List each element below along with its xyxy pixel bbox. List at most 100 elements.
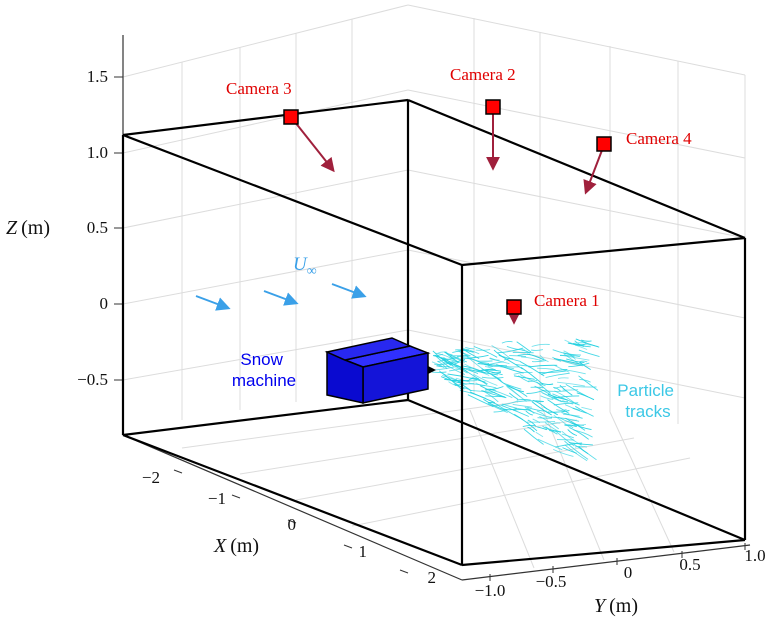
particle-track [561, 433, 574, 439]
x-tick-label: −2 [142, 468, 160, 487]
particle-track [516, 341, 532, 353]
measurement-volume-front-edges [122, 238, 747, 567]
particle-track [572, 407, 587, 414]
particle-track [462, 348, 474, 352]
particle-track [578, 375, 599, 391]
y-tick-label: 0.5 [679, 555, 700, 574]
camera-2: Camera 2 [450, 65, 516, 171]
particle-track [473, 346, 498, 358]
snow-machine-label: Snow machine [232, 350, 296, 390]
particle-track [554, 430, 575, 447]
particle-track [552, 356, 562, 362]
particle-track [482, 390, 499, 403]
particle-track [483, 368, 496, 371]
particle-track [578, 349, 600, 358]
particle-track [578, 360, 588, 363]
particle-track [455, 378, 472, 392]
particle-track [521, 356, 543, 362]
particle-track [477, 363, 508, 367]
particle-track [513, 413, 538, 432]
particle-track [466, 371, 488, 386]
particle-track [450, 362, 468, 373]
particle-track [527, 406, 547, 412]
particle-track [525, 410, 533, 416]
particle-track [501, 341, 513, 344]
particle-track [447, 373, 474, 380]
particle-track [516, 400, 544, 403]
particle-track [559, 355, 575, 357]
particle-track [523, 428, 544, 445]
particle-track [562, 352, 581, 356]
camera-4: Camera 4 [583, 129, 692, 195]
free-stream-velocity-label: U∞ [293, 254, 317, 279]
y-axis-title: Y (m) [594, 595, 638, 617]
particle-track [513, 408, 531, 411]
particle-track [572, 385, 597, 388]
particle-track [464, 363, 490, 376]
particle-track [539, 415, 559, 430]
x-tick-label: 2 [428, 568, 437, 587]
y-tick-label: −1.0 [475, 581, 506, 600]
particle-track [519, 374, 546, 387]
measurement-volume-box [121, 98, 746, 542]
particle-track [479, 361, 490, 365]
particle-track [448, 366, 466, 376]
camera-label: Camera 4 [626, 129, 692, 148]
particle-track [537, 438, 563, 451]
particle-track [467, 394, 494, 408]
particle-track [559, 384, 573, 396]
z-tick-label: 1.0 [87, 143, 108, 162]
particle-track [542, 425, 558, 435]
particle-track [527, 426, 535, 433]
z-axis-ticks: 1.5 1.0 0.5 0 −0.5 [77, 67, 123, 389]
y-axis-ticks: −1.0 −0.5 0 0.5 1.0 [475, 543, 766, 600]
particle-track [520, 367, 544, 385]
particle-track [545, 372, 570, 378]
particle-track [481, 376, 504, 379]
particle-track [540, 391, 562, 402]
particle-track [562, 447, 577, 454]
particle-track [503, 408, 517, 411]
flow-arrows [195, 283, 367, 311]
particle-track [557, 416, 580, 426]
x-tick-label: −1 [208, 489, 226, 508]
particle-track [493, 409, 508, 413]
particle-track [512, 403, 532, 408]
particle-track [553, 402, 579, 406]
particle-track [471, 376, 488, 385]
camera-view-arrow [583, 144, 605, 195]
particle-track [540, 369, 568, 375]
particle-track [553, 448, 574, 457]
z-tick-label: 0.5 [87, 218, 108, 237]
camera-3: Camera 3 [226, 79, 335, 173]
particle-track [579, 361, 591, 370]
particle-track [553, 414, 571, 429]
particle-track [539, 354, 549, 363]
particle-track [509, 392, 519, 400]
particle-track [572, 342, 587, 344]
particle-track [506, 345, 525, 351]
particle-track [503, 358, 514, 361]
x-tick-label: 0 [288, 515, 297, 534]
particle-track [564, 339, 588, 350]
camera-1: Camera 1 [506, 291, 600, 325]
z-tick-label: −0.5 [77, 370, 108, 389]
particle-track [432, 354, 454, 364]
particle-track [444, 351, 459, 363]
particle-track [520, 361, 545, 377]
particle-track [526, 389, 545, 394]
particle-track [564, 404, 580, 411]
particle-track [509, 355, 527, 358]
particle-track [556, 439, 575, 441]
camera-label: Camera 3 [226, 79, 292, 98]
particle-track [564, 424, 577, 428]
x-axis-title: X (m) [213, 535, 259, 557]
camera-icon [485, 99, 501, 115]
particle-track [434, 354, 454, 367]
flow-arrow [331, 283, 367, 299]
particle-track [468, 369, 498, 376]
particle-track [554, 386, 566, 390]
particle-track [545, 426, 555, 432]
particle-track [551, 395, 580, 399]
particle-track [491, 345, 511, 360]
